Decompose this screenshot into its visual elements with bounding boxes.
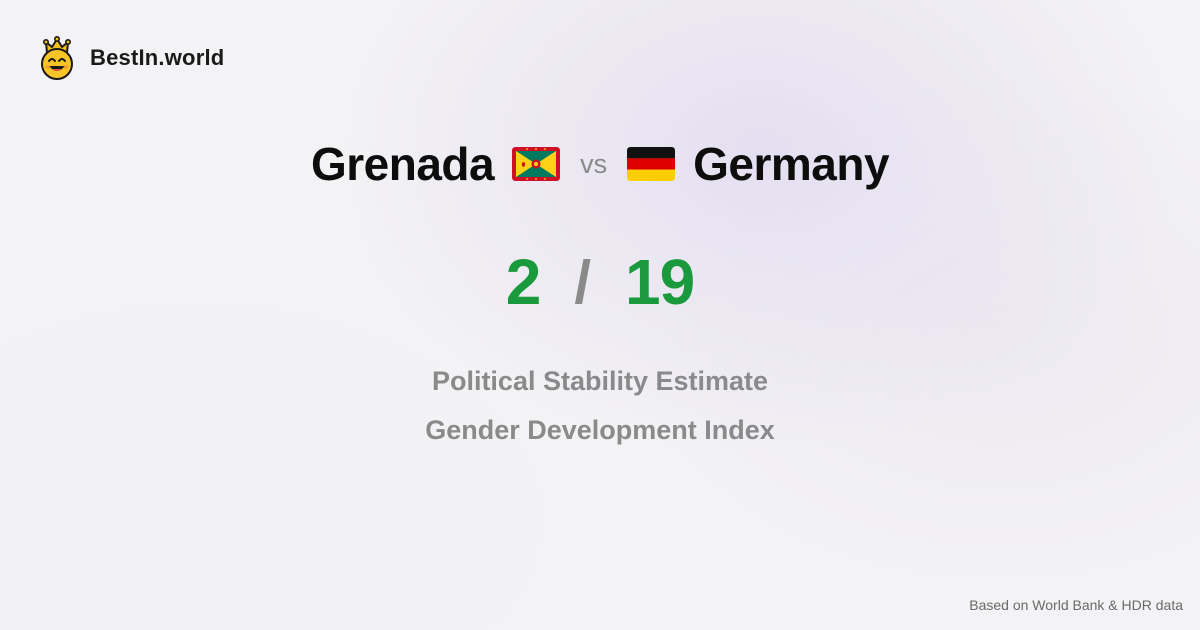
score-row: 2 / 19 <box>0 244 1200 320</box>
data-source-note: Based on World Bank & HDR data <box>969 597 1183 613</box>
score-country-b: 19 <box>625 246 695 318</box>
score-separator: / <box>574 248 592 316</box>
brand[interactable]: BestIn.world <box>38 36 224 80</box>
grenada-flag-icon <box>512 147 561 181</box>
metric-gender-development: Gender Development Index <box>425 415 775 445</box>
country-a-name: Grenada <box>310 138 495 190</box>
metric-political-stability: Political Stability Estimate <box>431 366 769 396</box>
comparison-title: Grenada vs Germany <box>0 136 1200 192</box>
country-b-name: Germany <box>693 138 890 190</box>
score-country-a: 2 <box>505 246 542 318</box>
crown-smiley-icon <box>41 36 73 80</box>
vs-label: vs <box>580 148 608 179</box>
germany-flag-icon <box>627 147 676 181</box>
brand-name: BestIn.world <box>90 45 225 70</box>
